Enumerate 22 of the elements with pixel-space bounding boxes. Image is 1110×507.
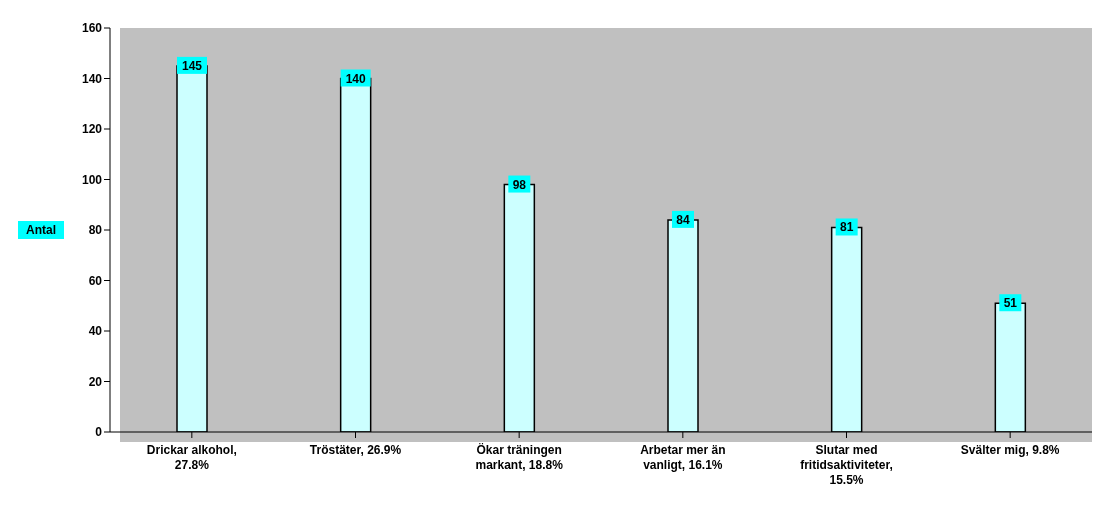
data-label: 84 bbox=[676, 212, 690, 227]
data-label: 98 bbox=[512, 177, 527, 192]
y-tick-label: 0 bbox=[95, 425, 103, 440]
y-tick-label: 40 bbox=[88, 324, 103, 339]
x-tick-label: Svälter mig, 9.8% bbox=[960, 443, 1060, 457]
y-tick-label: 140 bbox=[81, 71, 103, 86]
y-tick-label: 120 bbox=[81, 122, 103, 137]
y-tick-label: 100 bbox=[81, 172, 103, 187]
y-tick-label: 60 bbox=[88, 273, 103, 288]
data-label: 145 bbox=[181, 58, 203, 73]
y-tick-label: 160 bbox=[81, 21, 103, 36]
data-label: 81 bbox=[839, 220, 854, 235]
data-label: 140 bbox=[345, 71, 366, 86]
x-tick-label: Ökar träningen markant, 18.8% bbox=[475, 442, 564, 472]
y-tick-label: 80 bbox=[88, 223, 103, 238]
x-tick-label: Slutar med fritidsaktiviteter, 15.5% bbox=[800, 443, 893, 487]
x-tick-label: Arbetar mer än vanligt, 16.1% bbox=[640, 443, 726, 472]
data-label: 51 bbox=[1003, 296, 1018, 311]
x-tick-label: Drickar alkohol, 27.8% bbox=[146, 443, 237, 472]
x-tick-label: Tröstäter, 26.9% bbox=[309, 443, 402, 457]
y-axis-title: Antal bbox=[26, 223, 56, 237]
y-tick-label: 20 bbox=[88, 374, 103, 389]
